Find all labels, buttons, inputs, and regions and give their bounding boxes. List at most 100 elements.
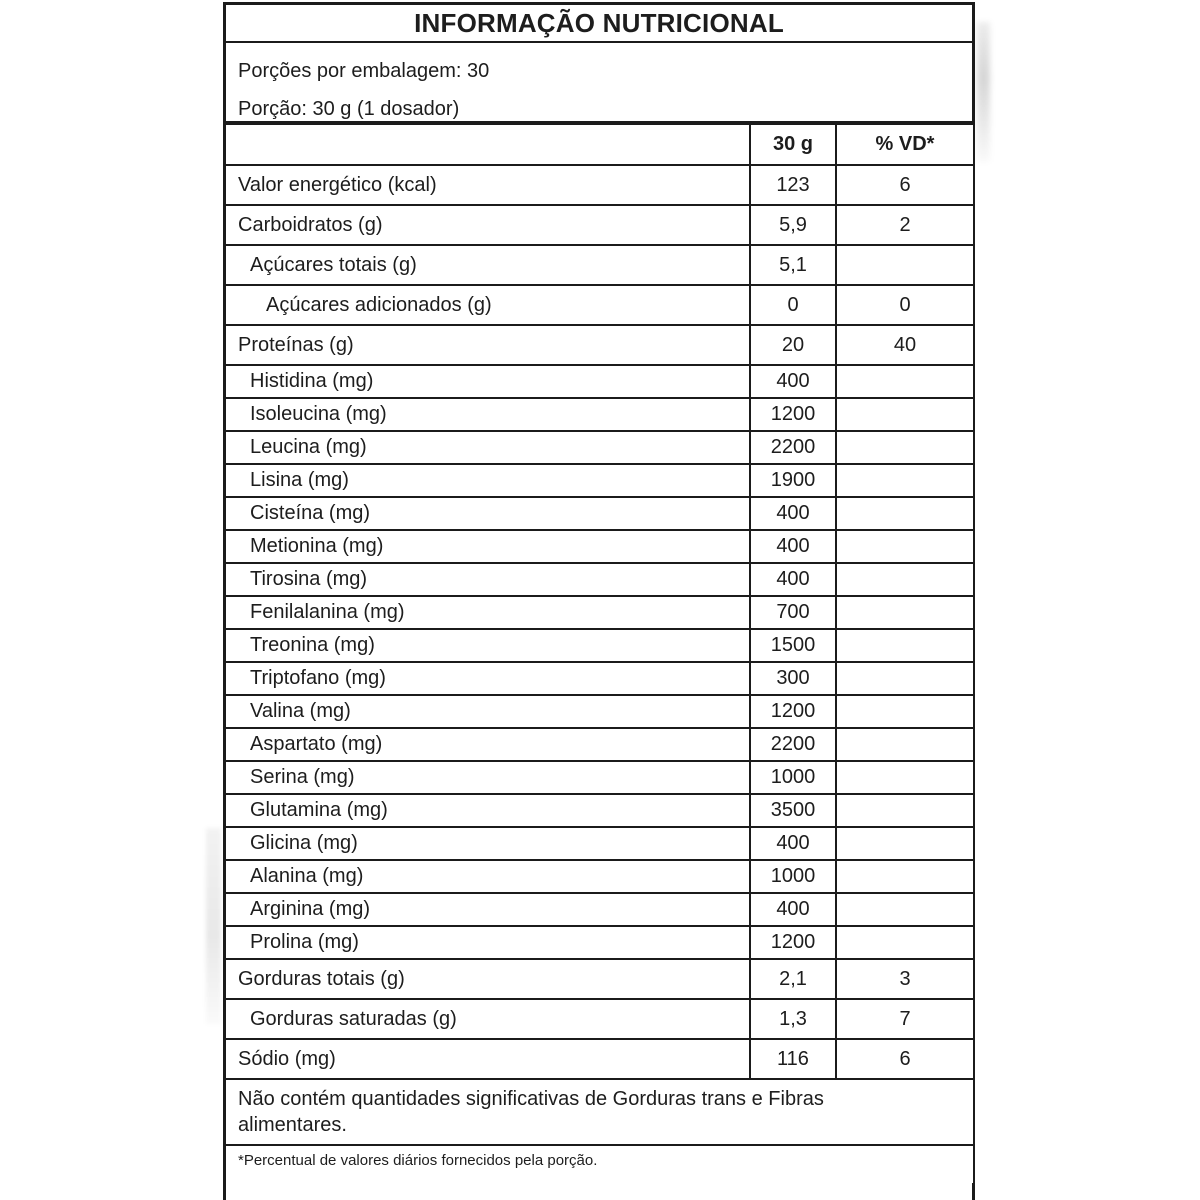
nutrition-footer: Não contém quantidades significativas de… — [226, 1078, 973, 1183]
row-amount: 0 — [749, 284, 837, 326]
row-label: Valor energético (kcal) — [226, 164, 751, 206]
row-daily-value — [835, 793, 973, 828]
row-daily-value — [835, 562, 973, 597]
row-amount: 1500 — [749, 628, 837, 663]
table-row: Alanina (mg) 1000 — [226, 859, 973, 894]
row-amount: 300 — [749, 661, 837, 696]
daily-value-footnote-row: *Percentual de valores diários fornecido… — [226, 1144, 973, 1183]
table-row: Açúcares totais (g) 5,1 — [226, 244, 973, 286]
row-amount: 400 — [749, 892, 837, 927]
row-amount: 400 — [749, 529, 837, 564]
row-label: Arginina (mg) — [226, 892, 751, 927]
row-daily-value — [835, 694, 973, 729]
table-row: Fenilalanina (mg) 700 — [226, 595, 973, 630]
table-row: Serina (mg) 1000 — [226, 760, 973, 795]
row-amount: 2200 — [749, 430, 837, 465]
row-daily-value — [835, 661, 973, 696]
table-row: Tirosina (mg) 400 — [226, 562, 973, 597]
row-daily-value — [835, 397, 973, 432]
row-amount: 1900 — [749, 463, 837, 498]
row-label: Metionina (mg) — [226, 529, 751, 564]
row-amount: 400 — [749, 364, 837, 399]
row-amount: 1000 — [749, 859, 837, 894]
row-label: Cisteína (mg) — [226, 496, 751, 531]
table-row: Metionina (mg) 400 — [226, 529, 973, 564]
table-row: Leucina (mg) 2200 — [226, 430, 973, 465]
row-label: Treonina (mg) — [226, 628, 751, 663]
table-row: Cisteína (mg) 400 — [226, 496, 973, 531]
row-label: Gorduras saturadas (g) — [226, 998, 751, 1040]
row-label: Tirosina (mg) — [226, 562, 751, 597]
row-amount: 20 — [749, 324, 837, 366]
row-amount: 1200 — [749, 925, 837, 960]
row-label: Alanina (mg) — [226, 859, 751, 894]
row-label: Serina (mg) — [226, 760, 751, 795]
row-daily-value — [835, 529, 973, 564]
row-daily-value: 0 — [835, 284, 973, 326]
daily-value-footnote: *Percentual de valores diários fornecido… — [226, 1144, 973, 1183]
table-row: Valor energético (kcal) 123 6 — [226, 164, 973, 206]
serving-info: Porções por embalagem: 30 Porção: 30 g (… — [226, 43, 972, 125]
row-amount: 2,1 — [749, 958, 837, 1000]
row-amount: 5,1 — [749, 244, 837, 286]
row-label: Sódio (mg) — [226, 1038, 751, 1080]
nutrition-label: INFORMAÇÃO NUTRICIONAL Porções por embal… — [223, 2, 975, 1200]
row-label: Açúcares adicionados (g) — [226, 284, 751, 326]
row-daily-value — [835, 244, 973, 286]
row-label: Valina (mg) — [226, 694, 751, 729]
table-row: Sódio (mg) 116 6 — [226, 1038, 973, 1080]
row-daily-value: 40 — [835, 324, 973, 366]
row-label: Triptofano (mg) — [226, 661, 751, 696]
row-label: Fenilalanina (mg) — [226, 595, 751, 630]
row-daily-value: 2 — [835, 204, 973, 246]
row-amount: 123 — [749, 164, 837, 206]
row-amount: 700 — [749, 595, 837, 630]
column-header-dv: % VD* — [835, 125, 973, 166]
trans-fat-note-row: Não contém quantidades significativas de… — [226, 1078, 973, 1146]
row-amount: 400 — [749, 496, 837, 531]
table-row: Histidina (mg) 400 — [226, 364, 973, 399]
row-label: Prolina (mg) — [226, 925, 751, 960]
table-row: Triptofano (mg) 300 — [226, 661, 973, 696]
row-amount: 2200 — [749, 727, 837, 762]
table-row: Lisina (mg) 1900 — [226, 463, 973, 498]
row-amount: 1000 — [749, 760, 837, 795]
servings-per-package: Porções por embalagem: 30 — [238, 60, 490, 82]
row-label: Leucina (mg) — [226, 430, 751, 465]
trans-fat-note-cell: Não contém quantidades significativas de… — [226, 1078, 973, 1146]
row-amount: 1,3 — [749, 998, 837, 1040]
table-row: Aspartato (mg) 2200 — [226, 727, 973, 762]
row-daily-value — [835, 595, 973, 630]
table-row: Glicina (mg) 400 — [226, 826, 973, 861]
row-daily-value — [835, 364, 973, 399]
row-amount: 400 — [749, 562, 837, 597]
column-header-nutrient — [226, 125, 751, 166]
row-label: Gorduras totais (g) — [226, 958, 751, 1000]
image-artifact-shadow-left — [206, 828, 221, 1024]
row-daily-value — [835, 430, 973, 465]
row-label: Lisina (mg) — [226, 463, 751, 498]
row-daily-value — [835, 826, 973, 861]
row-amount: 5,9 — [749, 204, 837, 246]
row-label: Aspartato (mg) — [226, 727, 751, 762]
table-row: Glutamina (mg) 3500 — [226, 793, 973, 828]
row-daily-value — [835, 496, 973, 531]
row-amount: 116 — [749, 1038, 837, 1080]
row-label: Glutamina (mg) — [226, 793, 751, 828]
row-label: Carboidratos (g) — [226, 204, 751, 246]
row-amount: 400 — [749, 826, 837, 861]
column-header-row: 30 g % VD* — [226, 125, 973, 166]
row-daily-value — [835, 859, 973, 894]
row-label: Açúcares totais (g) — [226, 244, 751, 286]
row-daily-value — [835, 463, 973, 498]
table-row: Açúcares adicionados (g) 0 0 — [226, 284, 973, 326]
table-row: Gorduras totais (g) 2,1 3 — [226, 958, 973, 1000]
serving-size: Porção: 30 g (1 dosador) — [238, 98, 460, 120]
table-row: Arginina (mg) 400 — [226, 892, 973, 927]
row-daily-value — [835, 727, 973, 762]
column-header-amount: 30 g — [749, 125, 837, 166]
row-label: Proteínas (g) — [226, 324, 751, 366]
row-daily-value — [835, 760, 973, 795]
row-amount: 1200 — [749, 694, 837, 729]
row-daily-value: 6 — [835, 1038, 973, 1080]
